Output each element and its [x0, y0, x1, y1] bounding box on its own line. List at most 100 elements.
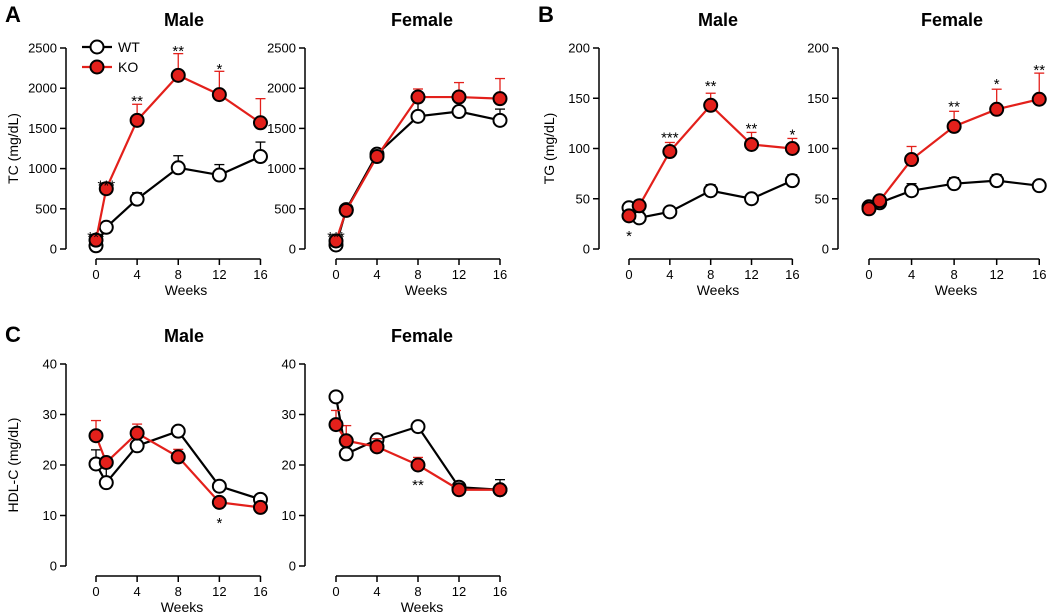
data-point — [904, 183, 920, 199]
y-axis-label: TC (mg/dL) — [5, 113, 21, 184]
data-point — [98, 454, 114, 470]
x-tick-label: 12 — [212, 584, 226, 599]
data-point — [872, 193, 888, 209]
series-ko — [328, 77, 508, 249]
x-tick-label: 16 — [493, 267, 507, 282]
significance-label: * — [994, 76, 1000, 93]
data-point — [451, 104, 467, 120]
y-tick-label: 20 — [282, 458, 296, 473]
y-tick-label: 0 — [50, 559, 57, 574]
data-point — [211, 478, 227, 494]
x-tick-label: 4 — [134, 267, 141, 282]
y-tick-label: 1500 — [267, 121, 296, 136]
x-tick-label: 0 — [865, 267, 872, 282]
series-ko — [328, 409, 508, 498]
panel-letter-a: A — [5, 2, 21, 27]
y-tick-label: 50 — [815, 191, 829, 206]
series-wt — [861, 173, 1047, 215]
y-tick-label: 100 — [568, 141, 590, 156]
data-point — [328, 417, 344, 433]
data-point — [410, 108, 426, 124]
data-point — [211, 87, 227, 103]
chart-a-female: Female 0 500 1000 1500 2000 2500 0 4 8 12 16 Weeks **… — [267, 10, 508, 298]
data-point — [98, 475, 114, 491]
y-tick-label: 20 — [43, 458, 57, 473]
y-tick-label: 0 — [822, 242, 829, 257]
series-ko — [621, 92, 800, 224]
significance-label: *** — [98, 177, 116, 194]
panel-letter-b: B — [538, 2, 554, 27]
legend: WT KO — [82, 39, 140, 75]
chart-title: Male — [164, 10, 204, 30]
y-tick-label: 30 — [282, 407, 296, 422]
data-point — [410, 457, 426, 473]
x-tick-label: 12 — [744, 267, 758, 282]
series-line — [628, 103, 793, 217]
x-axis-label: Weeks — [697, 282, 740, 298]
y-tick-label: 10 — [282, 508, 296, 523]
data-point — [631, 198, 647, 214]
x-tick-label: 8 — [414, 584, 421, 599]
data-point — [1031, 178, 1047, 194]
data-point — [369, 149, 385, 165]
y-tick-label: 150 — [807, 91, 829, 106]
x-tick-label: 4 — [373, 584, 380, 599]
y-tick-label: 10 — [43, 508, 57, 523]
y-tick-label: 2500 — [267, 41, 296, 56]
data-point — [129, 112, 145, 128]
y-tick-label: 1000 — [267, 161, 296, 176]
significance-label: * — [626, 228, 632, 245]
data-point — [492, 482, 508, 498]
data-point — [621, 208, 637, 224]
y-tick-label: 1500 — [28, 121, 57, 136]
x-tick-label: 12 — [452, 584, 466, 599]
legend-wt-marker — [89, 39, 105, 55]
x-tick-label: 16 — [253, 267, 267, 282]
y-axis-label: TG (mg/dL) — [541, 113, 557, 185]
series-wt — [621, 173, 800, 226]
x-tick-label: 8 — [414, 267, 421, 282]
series-ko — [88, 419, 268, 515]
data-point — [410, 89, 426, 105]
y-tick-label: 2000 — [28, 81, 57, 96]
x-tick-label: 4 — [134, 584, 141, 599]
data-point — [451, 482, 467, 498]
data-point — [170, 449, 186, 465]
x-tick-label: 0 — [332, 267, 339, 282]
series-ko — [88, 52, 268, 248]
x-tick-label: 8 — [951, 267, 958, 282]
data-point — [369, 439, 385, 455]
y-tick-label: 500 — [35, 201, 57, 216]
x-tick-label: 4 — [908, 267, 915, 282]
data-point — [170, 423, 186, 439]
x-axis-label: Weeks — [161, 599, 204, 614]
data-point — [88, 428, 104, 444]
significance-label: ** — [412, 477, 424, 494]
y-tick-label: 500 — [274, 201, 296, 216]
significance-label: ** — [948, 98, 960, 115]
significance-label: * — [789, 126, 795, 143]
significance-label: *** — [87, 229, 105, 246]
data-point — [129, 438, 145, 454]
data-point — [861, 201, 877, 217]
y-tick-label: 2500 — [28, 41, 57, 56]
x-tick-label: 0 — [625, 267, 632, 282]
x-axis-label: Weeks — [401, 599, 444, 614]
series-ko — [861, 72, 1047, 217]
significance-label: ** — [746, 120, 758, 137]
data-point — [170, 67, 186, 83]
chart-title: Female — [391, 326, 453, 346]
data-point — [784, 173, 800, 189]
series-wt — [88, 423, 268, 507]
chart-title: Female — [391, 10, 453, 30]
data-point — [98, 219, 114, 235]
data-point — [328, 233, 344, 249]
significance-label: *** — [327, 229, 345, 246]
x-axis-label: Weeks — [935, 282, 978, 298]
data-point — [211, 494, 227, 510]
x-tick-label: 0 — [92, 267, 99, 282]
data-point — [88, 232, 104, 248]
data-point — [328, 389, 344, 405]
